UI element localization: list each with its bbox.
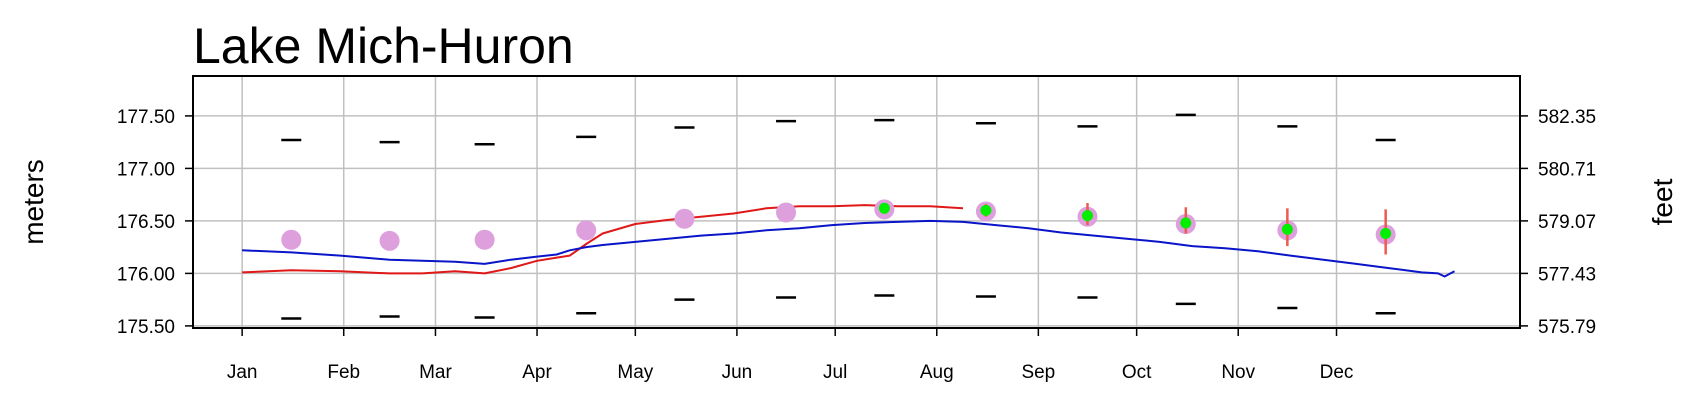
- y-tick-label-meters: 176.50: [117, 212, 175, 233]
- monthly-average-dot: [776, 202, 797, 223]
- forecast-point: [980, 204, 992, 216]
- x-tick-label-nov: Nov: [1221, 362, 1255, 383]
- monthly-average-dot: [281, 229, 302, 250]
- x-tick-label-mar: Mar: [419, 362, 452, 383]
- y-tick-label-meters: 176.00: [117, 264, 175, 285]
- monthly-average-dot: [674, 208, 695, 229]
- chart-title: Lake Mich-Huron: [193, 18, 574, 74]
- x-tick-label-aug: Aug: [920, 362, 954, 383]
- y-axis-label-feet: feet: [1647, 178, 1678, 225]
- forecast-point: [1380, 228, 1392, 239]
- x-tick-label-jan: Jan: [227, 362, 258, 383]
- x-tick-label-dec: Dec: [1320, 362, 1354, 383]
- y-tick-label-feet: 582.35: [1538, 107, 1596, 128]
- y-tick-label-feet: 580.71: [1538, 159, 1596, 180]
- x-tick-label-jul: Jul: [823, 362, 847, 383]
- forecast-point: [878, 202, 890, 214]
- y-tick-label-meters: 177.00: [117, 159, 175, 180]
- x-tick-label-may: May: [617, 362, 653, 383]
- past-year-line: [242, 204, 964, 275]
- y-tick-label-meters: 177.50: [117, 107, 175, 128]
- monthly-average-dot: [576, 220, 597, 241]
- y-tick-label-feet: 575.79: [1538, 317, 1596, 338]
- monthly-average-dot: [474, 229, 495, 250]
- forecast-point: [1081, 210, 1093, 222]
- forecast-point: [1281, 223, 1293, 235]
- x-tick-label-feb: Feb: [327, 362, 360, 383]
- y-axis-label-meters: meters: [18, 159, 49, 245]
- y-tick-label-feet: 579.07: [1538, 212, 1596, 233]
- x-tick-label-oct: Oct: [1122, 362, 1152, 383]
- current-year-line: [242, 219, 1455, 278]
- monthly-average-dot: [379, 230, 400, 251]
- axes: Jan Feb Mar Apr May Jun Jul Aug Sep Oct Nov Dec 175.…: [117, 107, 1596, 383]
- plot-frame: [192, 75, 1521, 329]
- y-tick-label-feet: 577.43: [1538, 264, 1596, 285]
- x-tick-label-jun: Jun: [722, 362, 753, 383]
- markers: [281, 113, 1396, 320]
- grid-lines: [193, 76, 1520, 328]
- series-lines: [242, 204, 1455, 278]
- y-tick-label-meters: 175.50: [117, 317, 175, 338]
- forecast-point: [1180, 217, 1192, 229]
- x-tick-label-apr: Apr: [522, 362, 552, 383]
- x-tick-label-sep: Sep: [1021, 362, 1055, 383]
